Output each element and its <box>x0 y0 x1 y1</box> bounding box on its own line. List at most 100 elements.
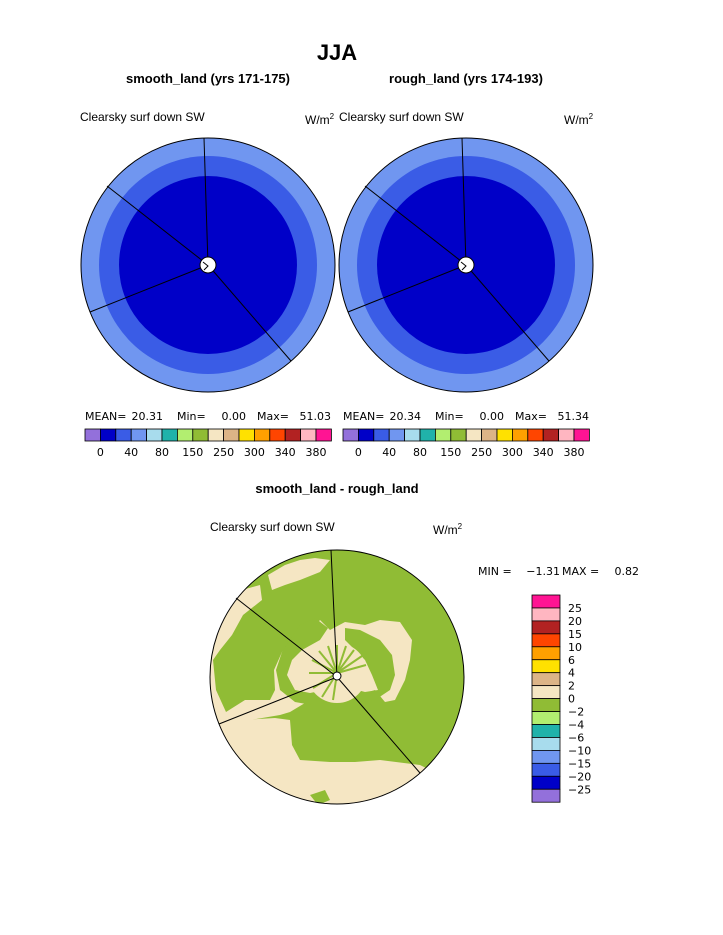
diff-title: smooth_land - rough_land <box>255 481 418 496</box>
colorbar-cell <box>531 685 561 700</box>
colorbar-tick-label: −4 <box>568 719 584 732</box>
colorbar-cell <box>161 428 178 442</box>
colorbar-cell <box>100 428 117 442</box>
colorbar-cell <box>192 428 209 442</box>
diff-units: W/m2 <box>433 522 463 537</box>
colorbar-cell <box>531 775 561 790</box>
colorbar-cell <box>342 428 359 442</box>
colorbar-cell <box>223 428 240 442</box>
diff-stats: MIN = −1.31 MAX = 0.82 <box>478 565 639 578</box>
panel2-meridian <box>364 185 467 266</box>
diff-fill-green <box>276 618 395 705</box>
colorbar-tick-label: 0 <box>355 446 362 459</box>
colorbar-tick-label: 40 <box>382 446 396 459</box>
colorbar-tick-label: 380 <box>306 446 327 459</box>
diff-meridian <box>336 676 421 774</box>
panel2-stats: MEAN= 20.34 Min= 0.00 Max= 51.34 <box>343 410 589 423</box>
panel1-max-label: Max= <box>257 410 289 423</box>
colorbar-cell <box>253 428 271 442</box>
colorbar-cell <box>531 762 561 777</box>
panel1-max: 51.03 <box>300 410 332 423</box>
colorbar-tick-label: 250 <box>213 446 234 459</box>
colorbar-cell <box>269 428 286 442</box>
colorbar-tick-label: 15 <box>568 628 582 641</box>
colorbar-tick-label: 6 <box>568 654 575 667</box>
colorbar-tick-label: 80 <box>155 446 169 459</box>
colorbar-cell <box>315 428 332 442</box>
colorbar-cell <box>176 428 194 442</box>
panel2-colorbar: 0 40 80 150 250 300 340 380 <box>342 428 590 459</box>
colorbar-cell <box>531 698 561 712</box>
colorbar-cell <box>434 428 452 442</box>
colorbar-tick-label: −15 <box>568 757 591 770</box>
colorbar-tick-label: 25 <box>568 602 582 615</box>
colorbar-tick-label: −2 <box>568 706 584 719</box>
diff-max-label: MAX = <box>562 565 599 578</box>
colorbar-cell <box>465 428 483 442</box>
panel1-meridian <box>89 264 209 313</box>
colorbar-cell <box>146 428 163 442</box>
diff-map-border <box>209 549 465 805</box>
colorbar-tick-label: 10 <box>568 641 582 654</box>
panel2-title: rough_land (yrs 174-193) <box>389 71 543 86</box>
colorbar-cell <box>84 428 101 442</box>
colorbar-cell <box>531 788 561 803</box>
panel2-units: W/m2 <box>564 112 594 127</box>
colorbar-cell <box>542 428 560 442</box>
colorbar-cell <box>496 428 513 442</box>
colorbar-cell <box>388 428 406 442</box>
colorbar-cell <box>284 428 302 442</box>
diff-meridian <box>235 597 338 678</box>
colorbar-cell <box>373 428 390 442</box>
panel1-meridian <box>207 264 292 362</box>
colorbar-tick-label: 250 <box>471 446 492 459</box>
panel2-meridian <box>465 264 550 362</box>
colorbar-tick-label: 150 <box>440 446 461 459</box>
diff-variable: Clearsky surf down SW <box>210 520 335 534</box>
colorbar-tick-label: 0 <box>568 693 575 706</box>
colorbar-cell <box>527 428 544 442</box>
colorbar-cell <box>207 428 224 442</box>
colorbar-tick-label: 20 <box>568 615 582 628</box>
panel2-variable: Clearsky surf down SW <box>339 110 464 124</box>
colorbar-tick-label: −6 <box>568 731 584 744</box>
colorbar-tick-label: 40 <box>124 446 138 459</box>
panel2-max-label: Max= <box>515 410 547 423</box>
panel1-mean: 20.31 <box>132 410 164 423</box>
panel2-max: 51.34 <box>558 410 590 423</box>
colorbar-tick-label: 0 <box>97 446 104 459</box>
colorbar-cell <box>115 428 132 442</box>
panel1-variable: Clearsky surf down SW <box>80 110 205 124</box>
colorbar-cell <box>531 620 561 635</box>
diff-meridian <box>218 676 338 725</box>
colorbar-tick-label: 300 <box>244 446 265 459</box>
panel2-meridian <box>461 137 467 266</box>
panel2-map <box>338 137 594 393</box>
colorbar-tick-label: 80 <box>413 446 427 459</box>
panel1-mean-label: MEAN= <box>85 410 126 423</box>
panel1-meridian <box>106 185 209 266</box>
panel2-mean-label: MEAN= <box>343 410 384 423</box>
colorbar-tick-label: 150 <box>182 446 203 459</box>
colorbar-cell <box>531 594 561 609</box>
panel1-pole <box>199 256 217 274</box>
colorbar-cell <box>531 659 561 674</box>
colorbar-cell <box>300 428 317 442</box>
colorbar-cell <box>481 428 498 442</box>
colorbar-tick-label: 340 <box>533 446 554 459</box>
colorbar-tick-label: 380 <box>564 446 585 459</box>
colorbar-cell <box>419 428 436 442</box>
colorbar-cell <box>512 428 529 442</box>
panel2-min-label: Min= <box>435 410 464 423</box>
colorbar-tick-label: −25 <box>568 783 591 796</box>
panel1-stats: MEAN= 20.31 Min= 0.00 Max= 51.03 <box>85 410 331 423</box>
panel1-colorbar: 0 40 80 150 250 300 340 380 <box>84 428 332 459</box>
colorbar-cell <box>450 428 467 442</box>
colorbar-cell <box>531 646 561 661</box>
diff-map <box>209 549 465 805</box>
colorbar-cell <box>531 750 561 764</box>
panel1-meridian <box>203 137 209 266</box>
colorbar-cell <box>531 724 561 738</box>
diff-fill-tan <box>268 558 330 590</box>
